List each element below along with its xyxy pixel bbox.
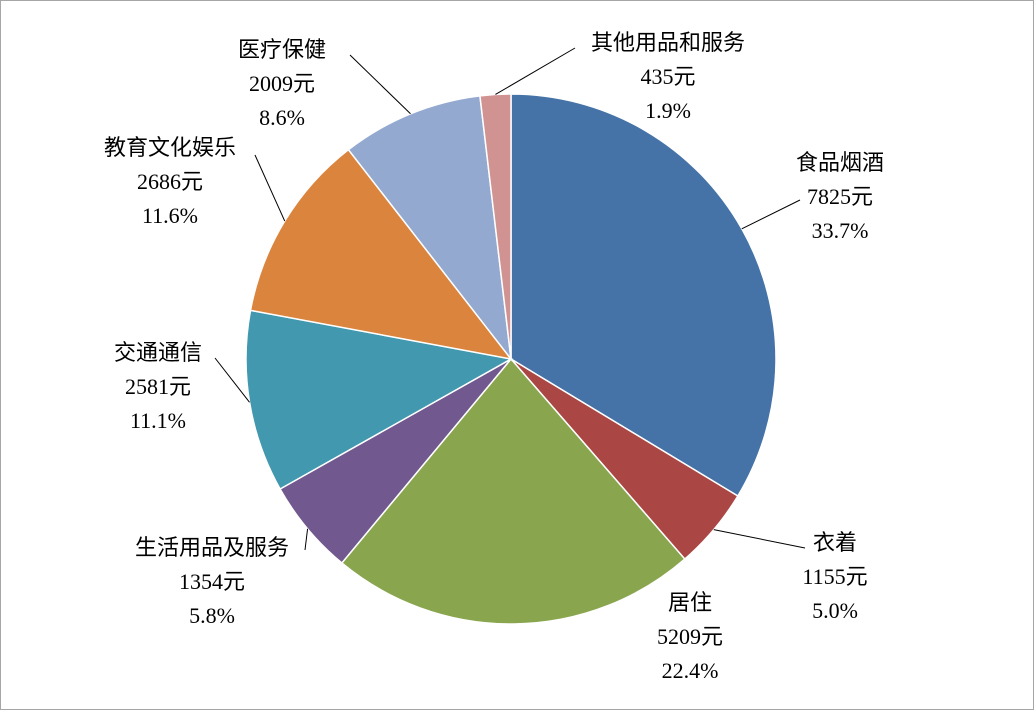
slice-value: 1155元: [802, 564, 867, 589]
slice-percent: 5.0%: [812, 598, 858, 623]
slice-name: 居住: [668, 590, 712, 615]
leader-line: [254, 154, 286, 222]
labels: 食品烟酒 7825元 33.7% 衣着 1155元 5.0% 居住 5209元 22.4% 生活用…: [104, 30, 884, 683]
slice-value: 435元: [640, 64, 695, 89]
leader-line: [713, 529, 806, 549]
pie-slice: [347, 94, 513, 362]
slice-value: 2686元: [137, 169, 203, 194]
slice-value: 7825元: [807, 184, 873, 209]
slice-percent: 11.1%: [130, 408, 186, 433]
leader-line: [741, 199, 801, 230]
slice-value: 5209元: [657, 624, 723, 649]
slice-percent: 22.4%: [662, 658, 719, 683]
leader-line: [349, 54, 411, 115]
slice-percent: 5.8%: [189, 603, 235, 628]
leader-line: [495, 47, 576, 95]
slice-name: 医疗保健: [238, 37, 326, 62]
slice-percent: 8.6%: [259, 105, 305, 130]
slice-name: 食品烟酒: [796, 150, 884, 175]
slice-value: 2009元: [249, 71, 315, 96]
slice-name: 教育文化娱乐: [104, 135, 236, 160]
leader-line: [214, 357, 250, 403]
pie: [245, 93, 777, 625]
slice-percent: 1.9%: [645, 98, 691, 123]
pie-slice: [249, 148, 513, 361]
slice-name: 衣着: [813, 530, 857, 555]
leader-line: [304, 528, 309, 551]
slice-value: 2581元: [125, 374, 191, 399]
slice-name: 生活用品及服务: [135, 535, 289, 560]
slice-percent: 33.7%: [812, 218, 869, 243]
pie-slice: [340, 357, 686, 625]
slice-percent: 11.6%: [142, 203, 198, 228]
slice-name: 交通通信: [114, 340, 202, 365]
slice-name: 其他用品和服务: [591, 30, 745, 55]
slice-value: 1354元: [179, 569, 245, 594]
